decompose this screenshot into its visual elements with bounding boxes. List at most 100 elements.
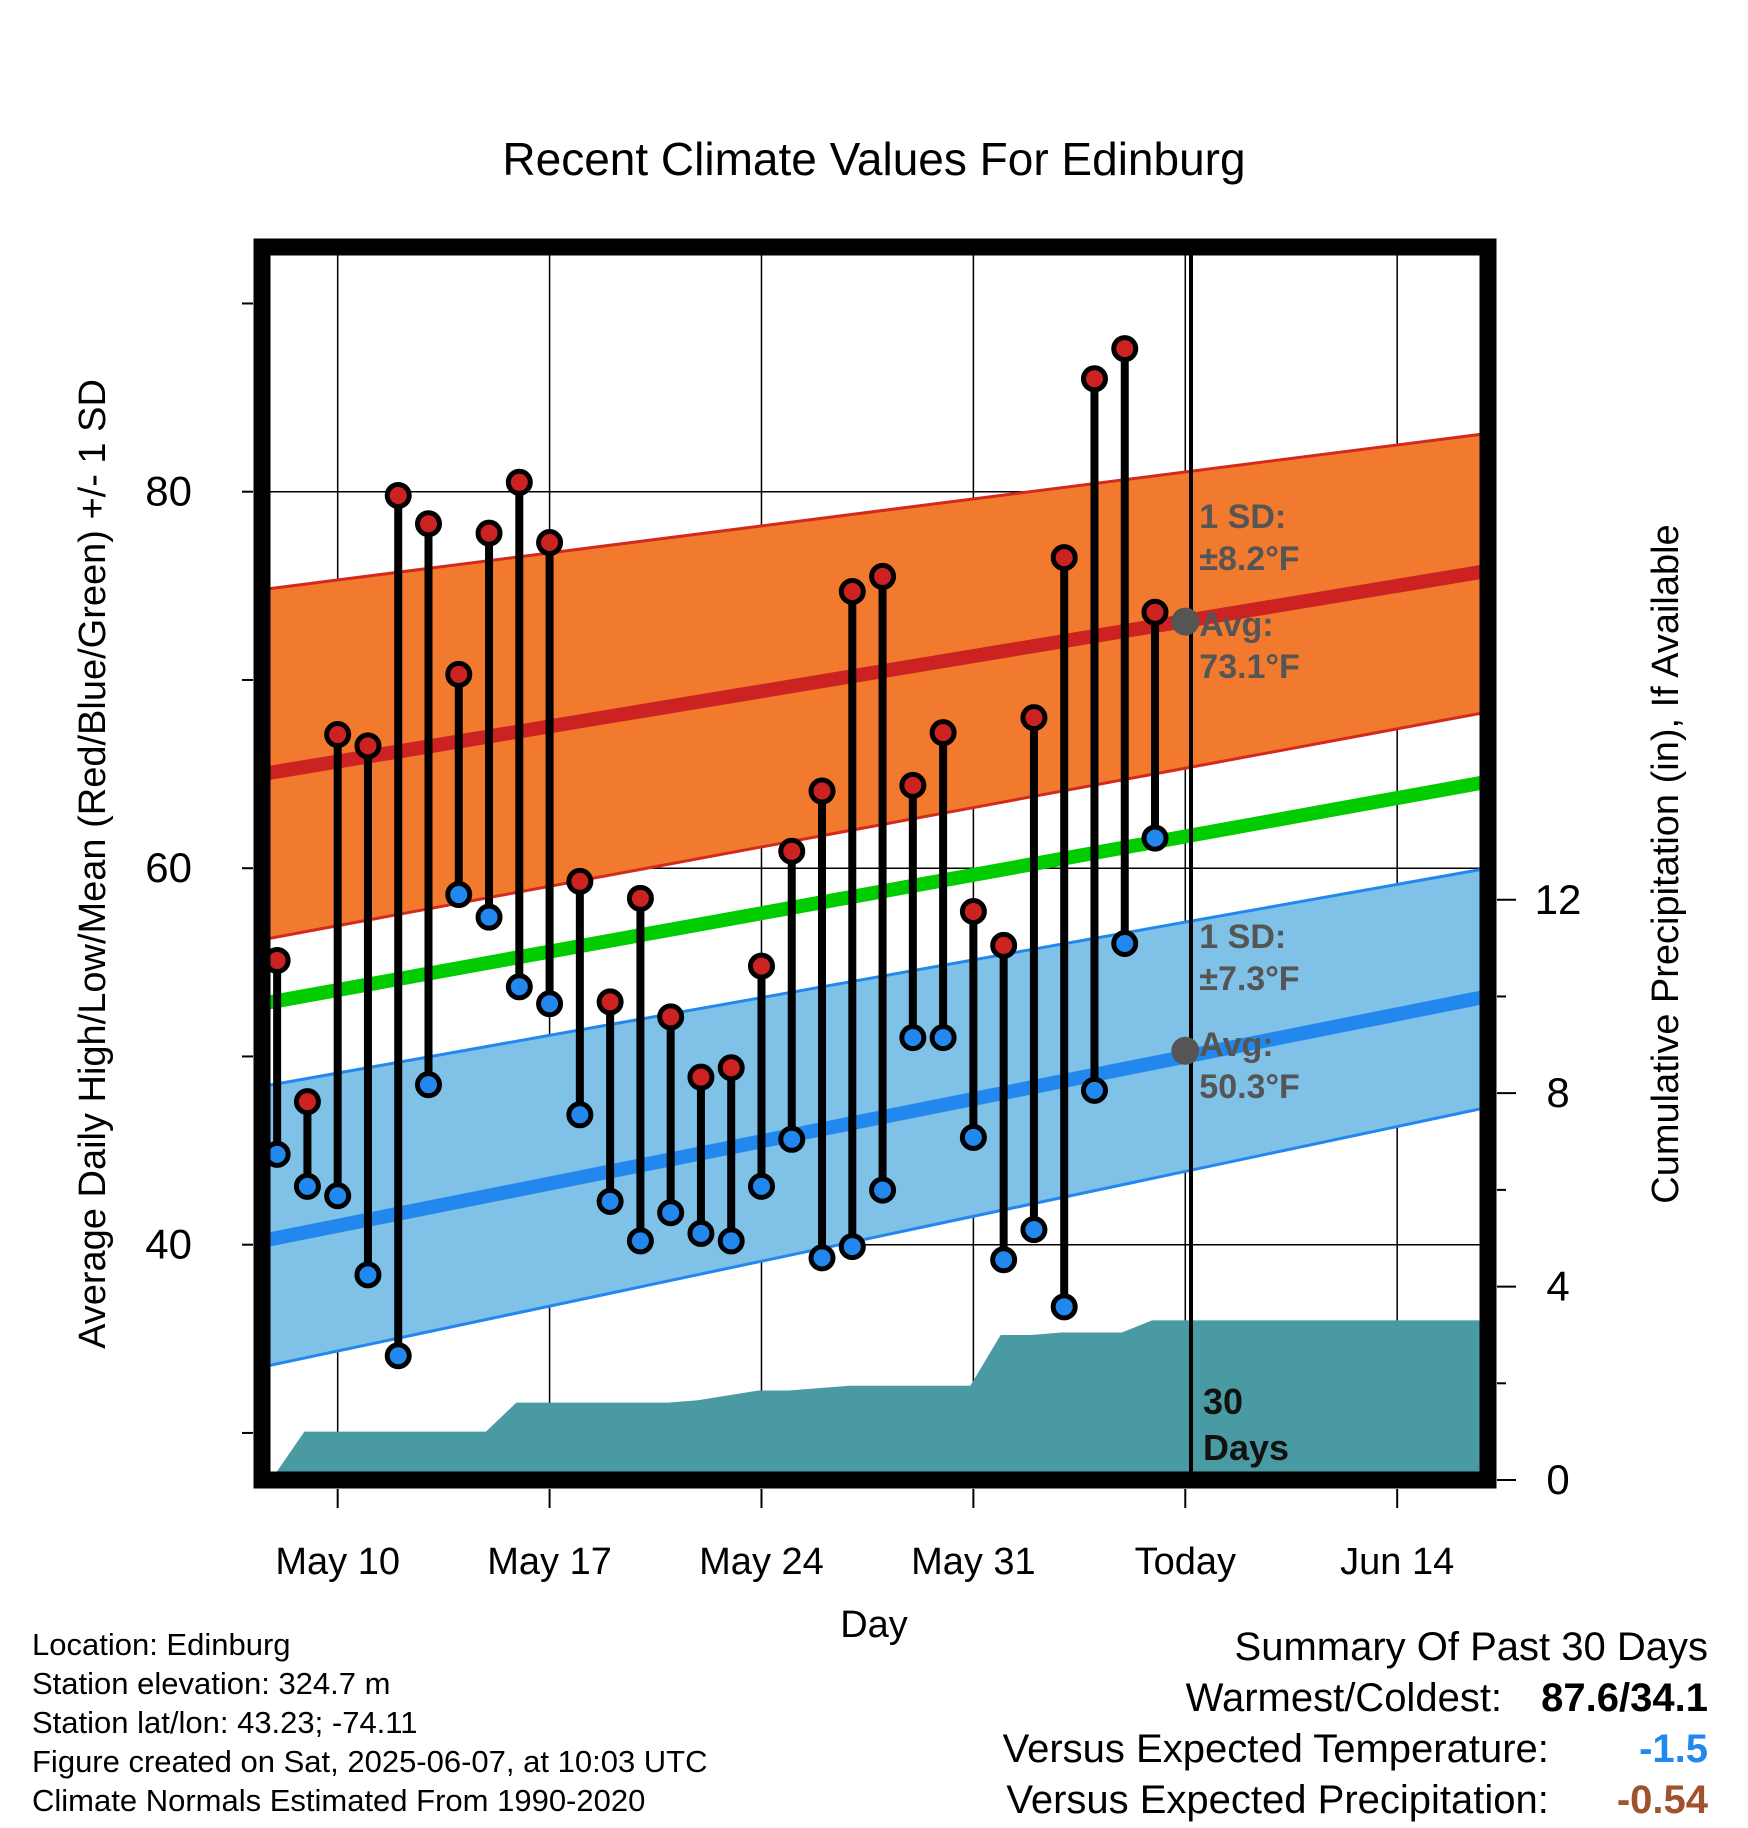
low-point <box>747 1172 775 1200</box>
low-point <box>899 1024 927 1052</box>
temp-anomaly-label: Versus Expected Temperature: <box>1002 1727 1549 1771</box>
high-point <box>778 837 806 865</box>
high-point <box>475 519 503 547</box>
y2-axis-label: Cumulative Precipitation (in), If Availa… <box>1645 524 1687 1203</box>
high-point <box>1111 335 1139 363</box>
day-observation <box>929 719 957 1052</box>
high-point <box>626 884 654 912</box>
y-tick-label: 60 <box>145 844 192 891</box>
axes: May 10 May 17 May 24 May 31 Today Jun 1440608… <box>145 302 1582 1583</box>
high-point <box>687 1063 715 1091</box>
warm-cold-value: 87.6/34.1 <box>1541 1676 1708 1720</box>
low-sd-label: 1 SD: <box>1199 918 1286 956</box>
day-observation <box>778 837 806 1153</box>
high-point <box>445 660 473 688</box>
latlon-text: Station lat/lon: 43.23; -74.11 <box>32 1705 418 1740</box>
high-point <box>1020 704 1048 732</box>
day-observation <box>596 988 624 1215</box>
low-point <box>536 990 564 1018</box>
day-observation <box>990 931 1018 1274</box>
high-band-upper-edge <box>262 431 1488 592</box>
low-annotation: 1 SD: ±7.3°F Avg: 50.3°F <box>1171 918 1300 1106</box>
high-point <box>354 732 382 760</box>
high-point <box>414 510 442 538</box>
today-days-unit: Days <box>1203 1427 1289 1468</box>
high-point <box>505 468 533 496</box>
high-point <box>838 577 866 605</box>
day-observation <box>1080 365 1108 1104</box>
day-observation <box>899 771 927 1052</box>
low-point <box>354 1261 382 1289</box>
low-point <box>293 1172 321 1200</box>
low-point <box>1020 1216 1048 1244</box>
day-observation <box>838 577 866 1261</box>
warm-cold-label: Warmest/Coldest: <box>1185 1676 1503 1720</box>
high-point <box>959 898 987 926</box>
low-point <box>929 1024 957 1052</box>
high-point <box>929 719 957 747</box>
normal-lines <box>262 563 1488 1248</box>
low-point <box>959 1123 987 1151</box>
precip-anomaly-value: -0.54 <box>1616 1778 1708 1822</box>
high-sd-value: ±8.2°F <box>1199 540 1299 578</box>
day-observation <box>717 1054 745 1255</box>
low-band-lower-edge <box>262 1105 1488 1369</box>
day-observation <box>475 519 503 931</box>
y2-tick-label: 0 <box>1546 1456 1569 1503</box>
low-avg-value: 50.3°F <box>1199 1068 1300 1106</box>
y2-tick-label: 12 <box>1535 876 1582 923</box>
high-point <box>747 952 775 980</box>
day-observation <box>536 529 564 1018</box>
x-tick-label: May 17 <box>487 1541 612 1583</box>
location-text: Location: Edinburg <box>32 1627 291 1662</box>
created-text: Figure created on Sat, 2025-06-07, at 10… <box>32 1744 708 1779</box>
day-observation <box>657 1003 685 1227</box>
precip-anomaly-label: Versus Expected Precipitation: <box>1006 1778 1549 1822</box>
day-observation <box>808 777 836 1272</box>
high-point <box>899 771 927 799</box>
low-point <box>566 1101 594 1129</box>
day-observation <box>1141 598 1169 852</box>
high-point <box>717 1054 745 1082</box>
daily-observations <box>263 335 1169 1370</box>
x-tick-label: Today <box>1135 1541 1236 1583</box>
high-point <box>990 931 1018 959</box>
low-point <box>414 1071 442 1099</box>
station-info: Location: Edinburg Station elevation: 32… <box>32 1625 708 1820</box>
precip-area <box>271 1320 1488 1480</box>
day-observation <box>414 510 442 1099</box>
low-avg-label: Avg: <box>1199 1026 1273 1064</box>
x-tick-label: May 24 <box>699 1541 824 1583</box>
low-point <box>1050 1293 1078 1321</box>
high-avg-dot <box>1171 607 1200 636</box>
low-point <box>808 1244 836 1272</box>
day-observation <box>1020 704 1048 1244</box>
low-avg-dot <box>1171 1036 1200 1065</box>
temp-anomaly-value: -1.5 <box>1639 1727 1708 1771</box>
low-point <box>626 1227 654 1255</box>
day-observation <box>354 732 382 1289</box>
high-point <box>657 1003 685 1031</box>
low-point <box>475 903 503 931</box>
y2-tick-label: 8 <box>1546 1069 1569 1116</box>
low-point <box>596 1187 624 1215</box>
y-axis-label: Average Daily High/Low/Mean (Red/Blue/Gr… <box>72 379 114 1349</box>
summary-warm-cold: Warmest/Coldest: 87.6/34.1 <box>1003 1673 1708 1724</box>
low-point <box>717 1227 745 1255</box>
low-point <box>869 1176 897 1204</box>
x-axis-label: Day <box>840 1604 908 1646</box>
high-sd-band <box>262 433 1488 940</box>
normal-high-line <box>262 563 1488 781</box>
day-observation <box>626 884 654 1255</box>
high-point <box>536 529 564 557</box>
low-point <box>990 1246 1018 1274</box>
precipitation-area <box>271 1320 1488 1480</box>
elevation-text: Station elevation: 324.7 m <box>32 1666 391 1701</box>
low-point <box>687 1219 715 1247</box>
high-point <box>324 721 352 749</box>
low-point <box>505 973 533 1001</box>
high-point <box>1080 365 1108 393</box>
low-point <box>838 1233 866 1261</box>
chart-title: Recent Climate Values For Edinburg <box>502 133 1245 185</box>
low-point <box>324 1182 352 1210</box>
